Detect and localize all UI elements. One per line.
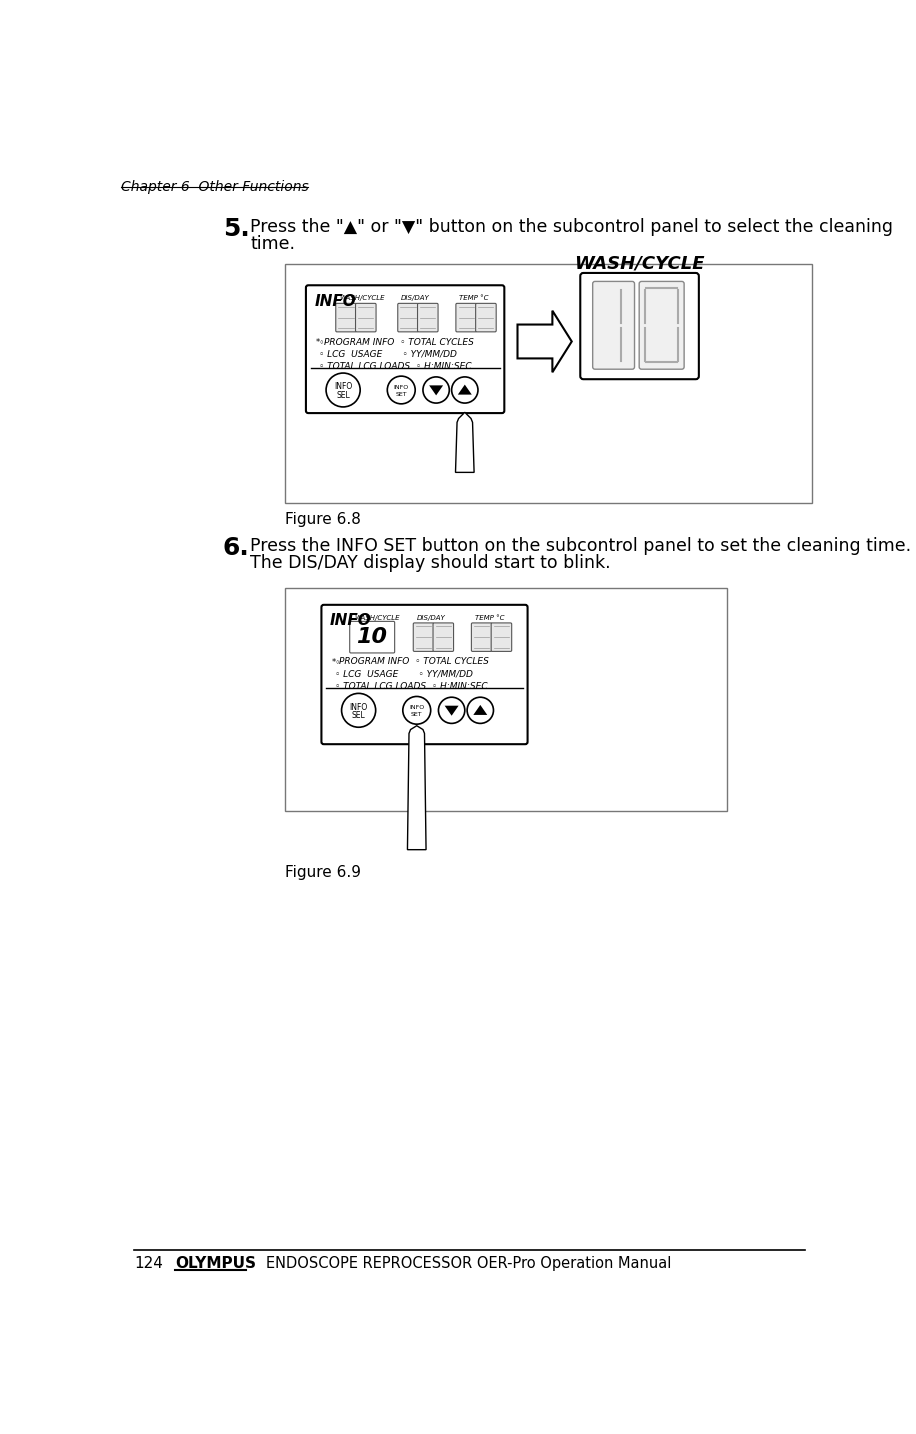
FancyBboxPatch shape: [433, 622, 453, 651]
Text: 124: 124: [134, 1256, 163, 1272]
Text: The DIS/DAY display should start to blink.: The DIS/DAY display should start to blin…: [250, 554, 611, 572]
Text: ◦ LCG  USAGE       ◦ YY/MM/DD: ◦ LCG USAGE ◦ YY/MM/DD: [319, 350, 457, 358]
FancyBboxPatch shape: [456, 304, 476, 331]
FancyBboxPatch shape: [475, 304, 496, 331]
Text: DIS/DAY: DIS/DAY: [417, 615, 445, 621]
Text: 6.: 6.: [223, 535, 250, 559]
Text: Chapter 6  Other Functions: Chapter 6 Other Functions: [121, 179, 309, 194]
Circle shape: [452, 377, 478, 403]
Text: INFO: INFO: [334, 383, 353, 391]
Text: ◦ LCG  USAGE       ◦ YY/MM/DD: ◦ LCG USAGE ◦ YY/MM/DD: [334, 670, 473, 678]
FancyBboxPatch shape: [322, 605, 528, 744]
FancyBboxPatch shape: [472, 622, 492, 651]
Text: SEL: SEL: [352, 711, 365, 720]
Text: OLYMPUS: OLYMPUS: [175, 1256, 256, 1272]
Text: ◦ TOTAL LCG LOADS  ◦ H:MIN:SEC: ◦ TOTAL LCG LOADS ◦ H:MIN:SEC: [334, 681, 487, 691]
Polygon shape: [444, 706, 459, 716]
FancyBboxPatch shape: [398, 304, 419, 331]
Text: INFO: INFO: [409, 706, 424, 710]
Text: 10: 10: [356, 627, 387, 647]
Circle shape: [439, 697, 464, 723]
Text: time.: time.: [250, 235, 295, 254]
FancyBboxPatch shape: [491, 622, 512, 651]
Text: PROGRAM INFO  ◦ TOTAL CYCLES: PROGRAM INFO ◦ TOTAL CYCLES: [339, 657, 489, 667]
Text: TEMP °C: TEMP °C: [460, 295, 489, 301]
Text: *◦: *◦: [332, 657, 341, 667]
Text: 5.: 5.: [223, 217, 250, 241]
Text: DIS/DAY: DIS/DAY: [401, 295, 430, 301]
Text: SEL: SEL: [336, 391, 350, 400]
FancyBboxPatch shape: [418, 304, 438, 331]
Circle shape: [387, 376, 415, 404]
Text: Figure 6.8: Figure 6.8: [285, 512, 361, 528]
Text: INFO: INFO: [394, 386, 409, 390]
FancyBboxPatch shape: [580, 272, 699, 379]
Polygon shape: [474, 706, 487, 716]
Polygon shape: [518, 311, 572, 373]
Polygon shape: [455, 413, 474, 472]
Text: ENDOSCOPE REPROCESSOR OER-Pro Operation Manual: ENDOSCOPE REPROCESSOR OER-Pro Operation …: [266, 1256, 671, 1272]
Circle shape: [467, 697, 494, 723]
Circle shape: [342, 694, 376, 727]
Circle shape: [423, 377, 450, 403]
FancyBboxPatch shape: [639, 281, 684, 369]
Polygon shape: [430, 386, 443, 396]
Circle shape: [326, 373, 360, 407]
Text: Figure 6.9: Figure 6.9: [285, 865, 361, 880]
Text: WASH/CYCLE: WASH/CYCLE: [354, 615, 400, 621]
Text: WASH/CYCLE: WASH/CYCLE: [574, 254, 704, 272]
Text: Press the INFO SET button on the subcontrol panel to set the cleaning time.: Press the INFO SET button on the subcont…: [250, 538, 911, 555]
FancyBboxPatch shape: [355, 304, 376, 331]
FancyBboxPatch shape: [306, 285, 505, 413]
Text: SET: SET: [411, 713, 422, 717]
Text: INFO: INFO: [314, 294, 356, 308]
Text: INFO: INFO: [350, 703, 367, 711]
Text: WASH/CYCLE: WASH/CYCLE: [339, 295, 385, 301]
Text: *◦: *◦: [316, 337, 325, 347]
Text: PROGRAM INFO  ◦ TOTAL CYCLES: PROGRAM INFO ◦ TOTAL CYCLES: [323, 337, 474, 347]
Text: Press the "▲" or "▼" button on the subcontrol panel to select the cleaning: Press the "▲" or "▼" button on the subco…: [250, 218, 893, 237]
Circle shape: [403, 697, 431, 724]
Text: INFO: INFO: [330, 614, 372, 628]
FancyBboxPatch shape: [593, 281, 635, 369]
Polygon shape: [408, 726, 426, 850]
Text: TEMP °C: TEMP °C: [474, 615, 505, 621]
FancyBboxPatch shape: [285, 588, 726, 812]
FancyBboxPatch shape: [350, 621, 395, 652]
Polygon shape: [458, 384, 472, 394]
Text: ◦ TOTAL LCG LOADS  ◦ H:MIN:SEC: ◦ TOTAL LCG LOADS ◦ H:MIN:SEC: [319, 363, 472, 371]
Text: SET: SET: [396, 391, 407, 397]
FancyBboxPatch shape: [336, 304, 356, 331]
FancyBboxPatch shape: [413, 622, 434, 651]
FancyBboxPatch shape: [285, 264, 812, 503]
